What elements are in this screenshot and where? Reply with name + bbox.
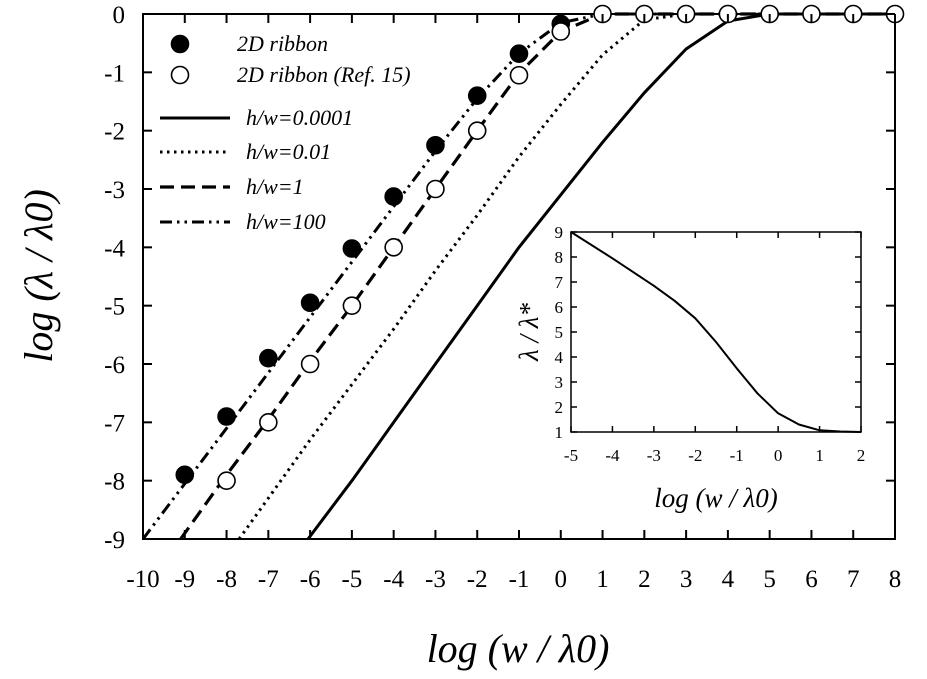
legend-label-3: h/w=0.01: [246, 139, 331, 164]
inset-axis-ticks: -5 -4 -3 -2 -1 0 1 2 1 2 3 4 5 6 7 8 9: [555, 223, 866, 465]
inset-x-tick-label-2: 2: [857, 446, 866, 465]
x-tick-label--1: -1: [509, 566, 530, 593]
x-tick-label--7: -7: [258, 566, 279, 593]
legend-marker-1: [170, 65, 190, 85]
inset-y-tick-label-4: 4: [555, 348, 564, 367]
x-tick-label-0: 0: [555, 566, 568, 593]
inset-y-tick-label-2: 2: [555, 398, 564, 417]
x-tick-label--3: -3: [425, 566, 446, 593]
data-point-series-1-1: [259, 413, 278, 432]
y-tick-label--7: -7: [104, 410, 125, 437]
data-point-series-1-3: [342, 296, 362, 315]
data-point-series-0-6: [426, 135, 445, 155]
inset-y-tick-label-9: 9: [555, 223, 564, 242]
main-series-layer: [143, 4, 905, 539]
data-point-series-0-2: [259, 348, 278, 368]
data-point-series-1-7: [509, 65, 529, 85]
data-point-series-0-8: [509, 44, 529, 63]
inset-y-tick-label-5: 5: [555, 323, 564, 342]
y-tick-label--1: -1: [104, 60, 125, 87]
x-tick-label-3: 3: [680, 566, 693, 593]
x-tick-label-6: 6: [805, 566, 818, 593]
legend-marker-0: [170, 34, 190, 54]
y-tick-label-0: 0: [113, 2, 126, 29]
data-point-series-0-5: [384, 187, 403, 206]
x-tick-label-2: 2: [638, 566, 651, 593]
legend-label-1: 2D ribbon (Ref. 15): [237, 62, 411, 87]
main-y-axis-title: log (λ / λ0): [16, 189, 61, 363]
inset-x-axis-title: log (w / λ0): [654, 483, 777, 513]
data-point-series-0-3: [300, 293, 320, 313]
data-point-series-1-6: [467, 121, 487, 140]
y-tick-label--8: -8: [104, 469, 125, 496]
legend-label-5: h/w=100: [246, 209, 326, 234]
x-tick-label-4: 4: [722, 566, 735, 593]
y-tick-label--6: -6: [104, 352, 125, 379]
x-tick-label--6: -6: [300, 566, 321, 593]
inset-x-tick-label--2: -2: [688, 446, 702, 465]
x-tick-label--9: -9: [174, 566, 195, 593]
data-point-series-0-0: [175, 465, 195, 485]
y-tick-label--3: -3: [104, 177, 125, 204]
data-point-series-1-5: [426, 179, 445, 199]
x-tick-label-7: 7: [847, 566, 860, 593]
y-tick-label--4: -4: [104, 235, 125, 262]
x-tick-label--2: -2: [467, 566, 488, 593]
legend-label-4: h/w=1: [246, 174, 304, 199]
legend-label-2: h/w=0.0001: [246, 105, 353, 130]
y-tick-label--9: -9: [104, 527, 125, 554]
inset-y-tick-label-1: 1: [555, 423, 564, 442]
x-tick-label-5: 5: [763, 566, 776, 593]
data-point-series-0-1: [217, 407, 236, 426]
inset-x-tick-label--1: -1: [730, 446, 744, 465]
legend: 2D ribbon 2D ribbon (Ref. 15) h/w=0.0001 h/…: [160, 31, 411, 234]
data-point-series-1-4: [384, 238, 403, 257]
main-x-axis-title: log (w / λ0): [427, 626, 610, 671]
main-axis-ticks: -10 -9 -8 -7 -6 -5 -4 -3 -2 -1 0 1 2 3 4 5 6 7 80-1-2-3-4-…: [104, 2, 901, 593]
x-tick-label-1: 1: [596, 566, 609, 593]
data-point-series-1-8: [551, 22, 571, 41]
data-point-series-0-4: [342, 239, 362, 258]
inset-y-axis-title: λ / λ*: [514, 303, 544, 362]
inset-background: [571, 232, 861, 432]
x-tick-label--10: -10: [126, 566, 159, 593]
data-point-series-1-2: [300, 354, 320, 374]
inset-y-tick-label-3: 3: [555, 373, 564, 392]
inset-x-tick-label-0: 0: [774, 446, 783, 465]
inset-y-tick-label-7: 7: [555, 273, 564, 292]
x-tick-label--8: -8: [216, 566, 237, 593]
x-tick-label-8: 8: [889, 566, 902, 593]
data-point-series-1-0: [217, 471, 236, 490]
y-tick-label--2: -2: [104, 119, 125, 146]
inset-x-tick-label--5: -5: [564, 446, 578, 465]
inset-y-tick-label-8: 8: [555, 248, 564, 267]
x-tick-label--4: -4: [383, 566, 404, 593]
data-point-series-0-7: [467, 86, 487, 105]
legend-label-0: 2D ribbon: [237, 31, 328, 56]
inset-x-tick-label--3: -3: [647, 446, 661, 465]
inset-x-tick-label-1: 1: [815, 446, 824, 465]
inset-x-tick-label--4: -4: [605, 446, 620, 465]
y-tick-label--5: -5: [104, 294, 125, 321]
x-tick-label--5: -5: [341, 566, 362, 593]
inset-y-tick-label-6: 6: [555, 298, 564, 317]
